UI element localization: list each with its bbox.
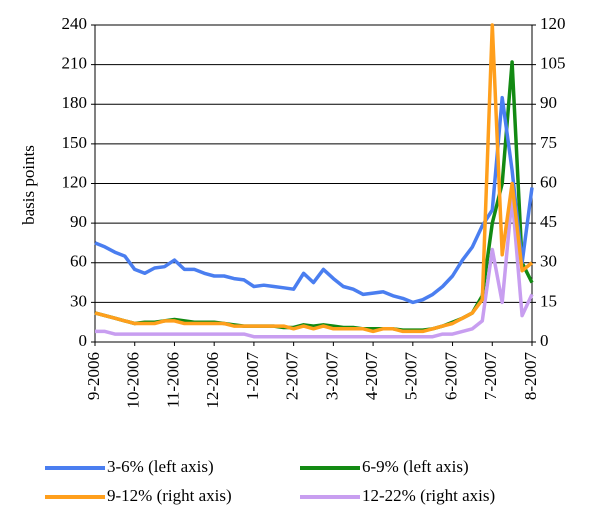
y-tick-label: 120 <box>62 172 88 191</box>
y2-tick-label: 75 <box>540 133 557 152</box>
y2-tick-label: 105 <box>540 54 566 73</box>
series-line <box>94 23 534 334</box>
y2-tick-label: 45 <box>540 212 557 231</box>
y-tick-label: 30 <box>70 291 87 310</box>
legend-label: 12-22% (right axis) <box>362 486 495 505</box>
x-tick-label: 7-2007 <box>481 352 500 401</box>
series-line <box>95 194 534 339</box>
legend-label: 3-6% (left axis) <box>107 457 214 476</box>
y-tick-label: 150 <box>62 133 88 152</box>
x-tick-label: 1-2007 <box>243 352 262 401</box>
y2-tick-label: 60 <box>540 172 557 191</box>
legend-label: 6-9% (left axis) <box>362 457 469 476</box>
y2-tick-label: 15 <box>540 291 557 310</box>
y-tick-label: 60 <box>70 252 87 271</box>
x-tick-label: 2-2007 <box>283 352 302 401</box>
y-tick-label: 90 <box>70 212 87 231</box>
x-tick-label: 12-2006 <box>203 352 222 409</box>
x-tick-label: 6-2007 <box>441 352 460 401</box>
y2-tick-label: 90 <box>540 93 557 112</box>
y-tick-label: 240 <box>62 14 88 33</box>
x-tick-label: 11-2006 <box>163 352 182 408</box>
x-tick-label: 10-2006 <box>124 352 143 409</box>
x-tick-label: 9-2006 <box>84 352 103 400</box>
y2-tick-label: 30 <box>540 252 557 271</box>
y-tick-label: 0 <box>79 331 88 350</box>
legend-label: 9-12% (right axis) <box>107 486 232 505</box>
series-line <box>94 60 534 332</box>
x-tick-label: 4-2007 <box>362 352 381 401</box>
x-tick-label: 5-2007 <box>402 352 421 401</box>
x-tick-label: 8-2007 <box>521 352 540 401</box>
y-axis-label: basis points <box>19 145 38 225</box>
x-tick-label: 3-2007 <box>322 352 341 401</box>
y-tick-label: 210 <box>62 54 88 73</box>
y-tick-label: 180 <box>62 93 88 112</box>
y2-tick-label: 0 <box>540 331 549 350</box>
series-line <box>94 95 534 305</box>
y2-tick-label: 120 <box>540 14 566 33</box>
